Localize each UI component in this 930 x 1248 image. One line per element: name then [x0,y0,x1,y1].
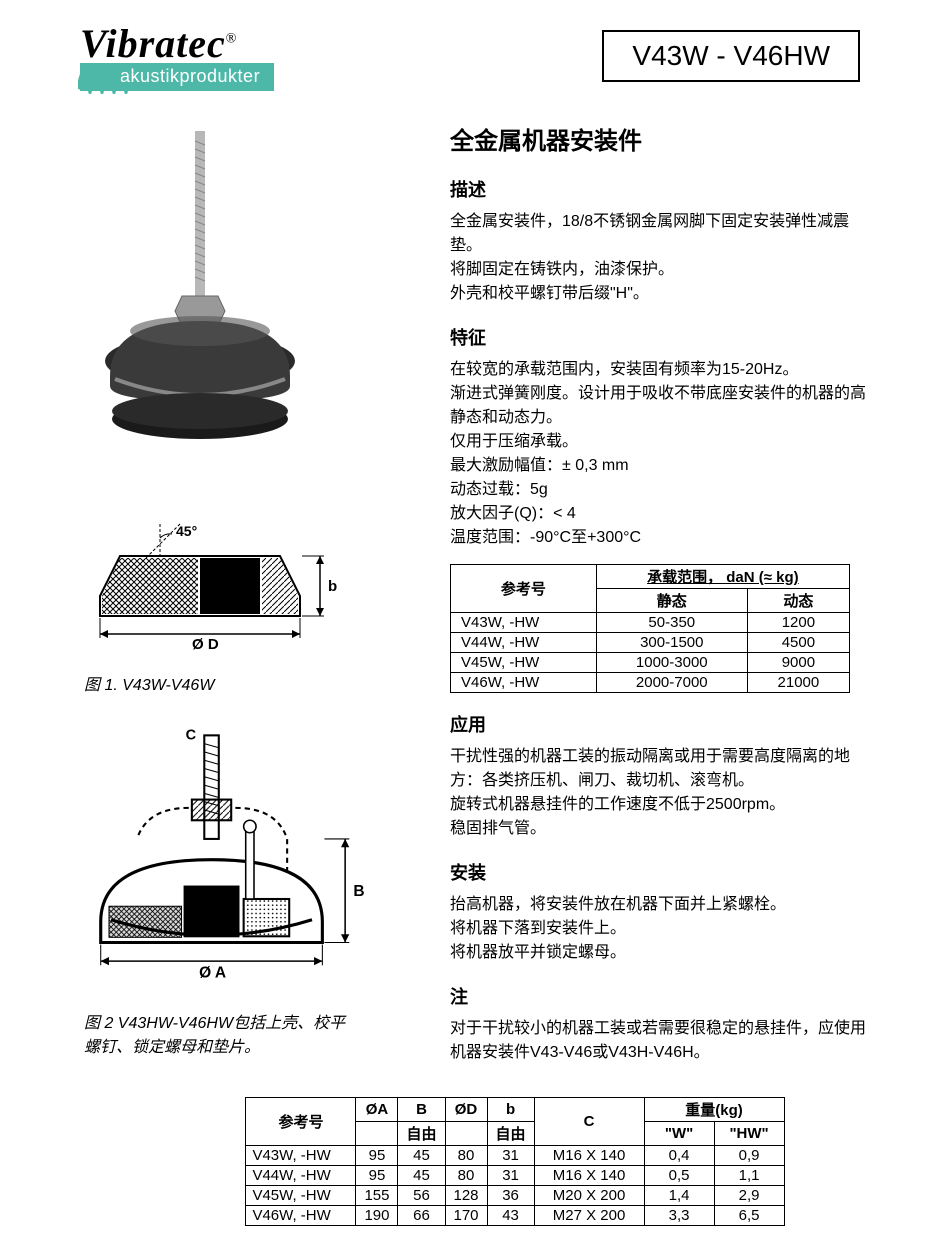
dimensions-table: 参考号 ØA B ØD b C 重量(kg) 自由 自由 "W" "HW" V4… [245,1097,784,1226]
inst-line: 将机器下落到安装件上。 [450,917,880,941]
model-title-box: V43W - V46HW [602,30,860,82]
note-line: 对于干扰较小的机器工装或若需要很稳定的悬挂件，应使用机器安装件V43-V46或V… [450,1017,880,1065]
desc-line: 将脚固定在铸铁内，油漆保护。 [450,258,880,282]
th-free: 自由 [398,1122,445,1146]
table-row: V43W, -HW95458031M16 X 1400,40,9 [246,1146,784,1166]
product-photo [80,121,320,481]
dim-A: Ø A [199,965,226,982]
dim-B: B [353,883,364,900]
th-W: "W" [644,1122,714,1146]
th-B: B [398,1098,445,1122]
feat-line: 在较宽的承载范围内，安装固有频率为15-20Hz。 [450,358,880,382]
dimensions-table-wrap: 参考号 ØA B ØD b C 重量(kg) 自由 自由 "W" "HW" V4… [80,1097,880,1226]
inst-heading: 安装 [450,859,880,885]
angle-45: 45° [176,523,197,539]
th-dynamic: 动态 [747,589,849,613]
table-row: V44W, -HW95458031M16 X 1400,51,1 [246,1166,784,1186]
page-title: 全金属机器安装件 [450,121,880,156]
brand-name: Vibratec® [80,20,340,67]
feat-heading: 特征 [450,324,880,350]
feat-line: 渐进式弹簧刚度。设计用于吸收不带底座安装件的机器的高静态和动态力。 [450,382,880,430]
th-wt: 重量(kg) [644,1098,784,1122]
th-free: 自由 [487,1122,534,1146]
registered-mark: ® [226,32,238,47]
caption-1: 图 1. V43W-V46W [84,671,410,695]
th-range: 承载范围， daN (≈ kg) [596,565,849,589]
desc-line: 外壳和校平螺钉带后缀"H"。 [450,282,880,306]
desc-heading: 描述 [450,176,880,202]
th-HW: "HW" [714,1122,784,1146]
dim-C: C [186,727,197,743]
feat-line: 最大激励幅值：± 0,3 mm [450,454,880,478]
feat-line: 温度范围：-90°C至+300°C [450,526,880,550]
left-column: Ø D b 45° 图 1. V43W-V46W C [80,121,410,1077]
table-row: V44W, -HW300-15004500 [451,633,850,653]
tagline: akustikprodukter [80,63,274,91]
feat-line: 放大因子(Q)：< 4 [450,502,880,526]
th-OD: ØD [445,1098,487,1122]
app-line: 旋转式机器悬挂件的工作速度不低于2500rpm。 [450,793,880,817]
desc-line: 全金属安装件，18/8不锈钢金属网脚下固定安装弹性减震垫。 [450,210,880,258]
inst-line: 抬高机器，将安装件放在机器下面并上紧螺栓。 [450,893,880,917]
th-b: b [487,1098,534,1122]
logo: Vibratec® akustikprodukter [80,20,340,91]
table-row: V43W, -HW50-3501200 [451,613,850,633]
th-ref: 参考号 [246,1098,356,1146]
right-column: 全金属机器安装件 描述 全金属安装件，18/8不锈钢金属网脚下固定安装弹性减震垫… [450,121,880,1077]
app-heading: 应用 [450,711,880,737]
diagram-1: Ø D b 45° [80,516,340,656]
th-OA: ØA [356,1098,398,1122]
dim-b: b [328,578,337,595]
main-content: Ø D b 45° 图 1. V43W-V46W C [80,121,880,1077]
th-ref: 参考号 [451,565,597,613]
dim-D: Ø D [192,636,219,653]
table-row: V46W, -HW2000-700021000 [451,673,850,693]
feat-line: 动态过载：5g [450,478,880,502]
table-row: V46W, -HW1906617043M27 X 2003,36,5 [246,1206,784,1226]
header: Vibratec® akustikprodukter V43W - V46HW [80,20,880,91]
brand-text: Vibratec [80,21,226,66]
load-table: 参考号 承载范围， daN (≈ kg) 静态 动态 V43W, -HW50-3… [450,564,850,693]
diagram-2: C Ø A B [80,725,370,994]
table-row: V45W, -HW1000-30009000 [451,653,850,673]
table-row: V45W, -HW1555612836M20 X 2001,42,9 [246,1186,784,1206]
app-line: 稳固排气管。 [450,817,880,841]
feat-line: 仅用于压缩承载。 [450,430,880,454]
th-C: C [534,1098,644,1146]
caption-2: 图 2 V43HW-V46HW包括上壳、校平螺钉、锁定螺母和垫片。 [84,1009,354,1057]
app-line: 干扰性强的机器工装的振动隔离或用于需要高度隔离的地方：各类挤压机、闸刀、裁切机、… [450,745,880,793]
th-static: 静态 [596,589,747,613]
inst-line: 将机器放平并锁定螺母。 [450,941,880,965]
note-heading: 注 [450,983,880,1009]
